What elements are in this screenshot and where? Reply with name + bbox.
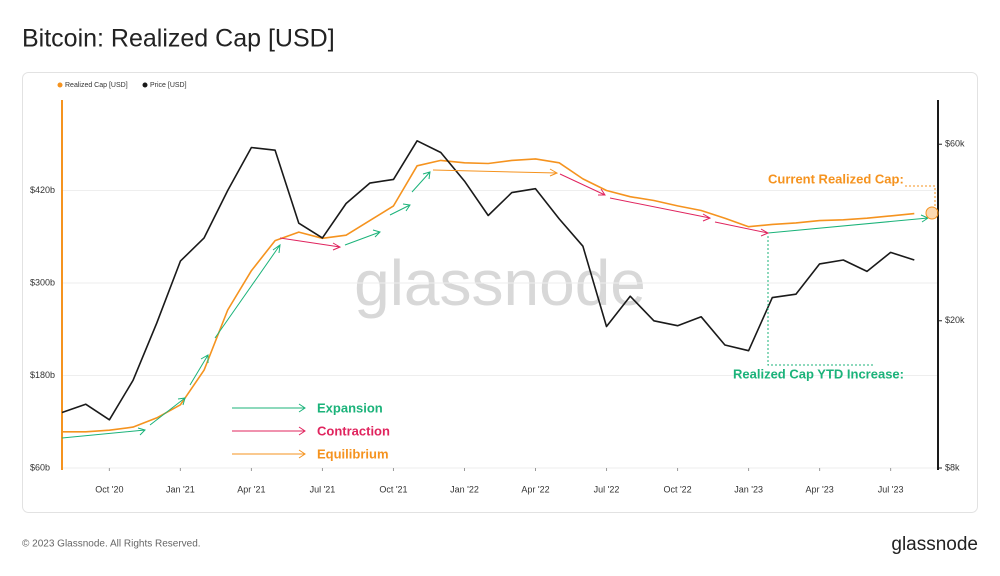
chart-title: Bitcoin: Realized Cap [USD] xyxy=(22,25,335,53)
x-tick-label: Apr '22 xyxy=(521,484,549,494)
legend-annotation: Contraction xyxy=(317,423,390,438)
legend-marker xyxy=(57,82,63,88)
legend-marker xyxy=(142,82,148,88)
x-tick-label: Oct '22 xyxy=(663,484,691,494)
annotation: Current Realized Cap: xyxy=(768,171,904,186)
y-tick-label: $420b xyxy=(30,185,55,195)
x-tick-label: Jan '22 xyxy=(450,484,479,494)
x-tick-label: Oct '21 xyxy=(379,484,407,494)
x-tick-label: Jul '21 xyxy=(310,484,336,494)
series-line xyxy=(61,140,915,421)
legend-label: Realized Cap [USD] xyxy=(65,82,128,89)
x-tick-label: Apr '23 xyxy=(805,484,833,494)
series-line xyxy=(62,158,915,433)
annotation: Realized Cap YTD Increase: xyxy=(733,366,904,381)
y-tick-label: $60b xyxy=(30,462,50,472)
x-tick-label: Jul '22 xyxy=(594,484,620,494)
x-tick-label: Apr '21 xyxy=(237,484,265,494)
annotation-arrows xyxy=(61,168,939,459)
plot: $60b $180b $300b $420b $8k $20k $60k Oct '20 Jan… xyxy=(30,82,965,495)
legend-label: Price [USD] xyxy=(150,82,187,89)
x-tick-label: Jan '23 xyxy=(734,484,763,494)
y2-tick-label: $20k xyxy=(945,315,965,325)
legend-annotation: Equilibrium xyxy=(317,446,389,461)
y2-tick-label: $60k xyxy=(945,139,965,149)
x-tick-label: Oct '20 xyxy=(95,484,123,494)
y-tick-label: $180b xyxy=(30,370,55,380)
copyright: © 2023 Glassnode. All Rights Reserved. xyxy=(22,539,201,550)
x-tick-label: Jul '23 xyxy=(878,484,904,494)
x-tick-label: Jan '21 xyxy=(166,484,195,494)
legend-annotation: Expansion xyxy=(317,400,383,415)
y-tick-label: $300b xyxy=(30,277,55,287)
y2-tick-label: $8k xyxy=(945,462,960,472)
chart-frame xyxy=(22,72,978,513)
logo: glassnode xyxy=(891,534,978,555)
